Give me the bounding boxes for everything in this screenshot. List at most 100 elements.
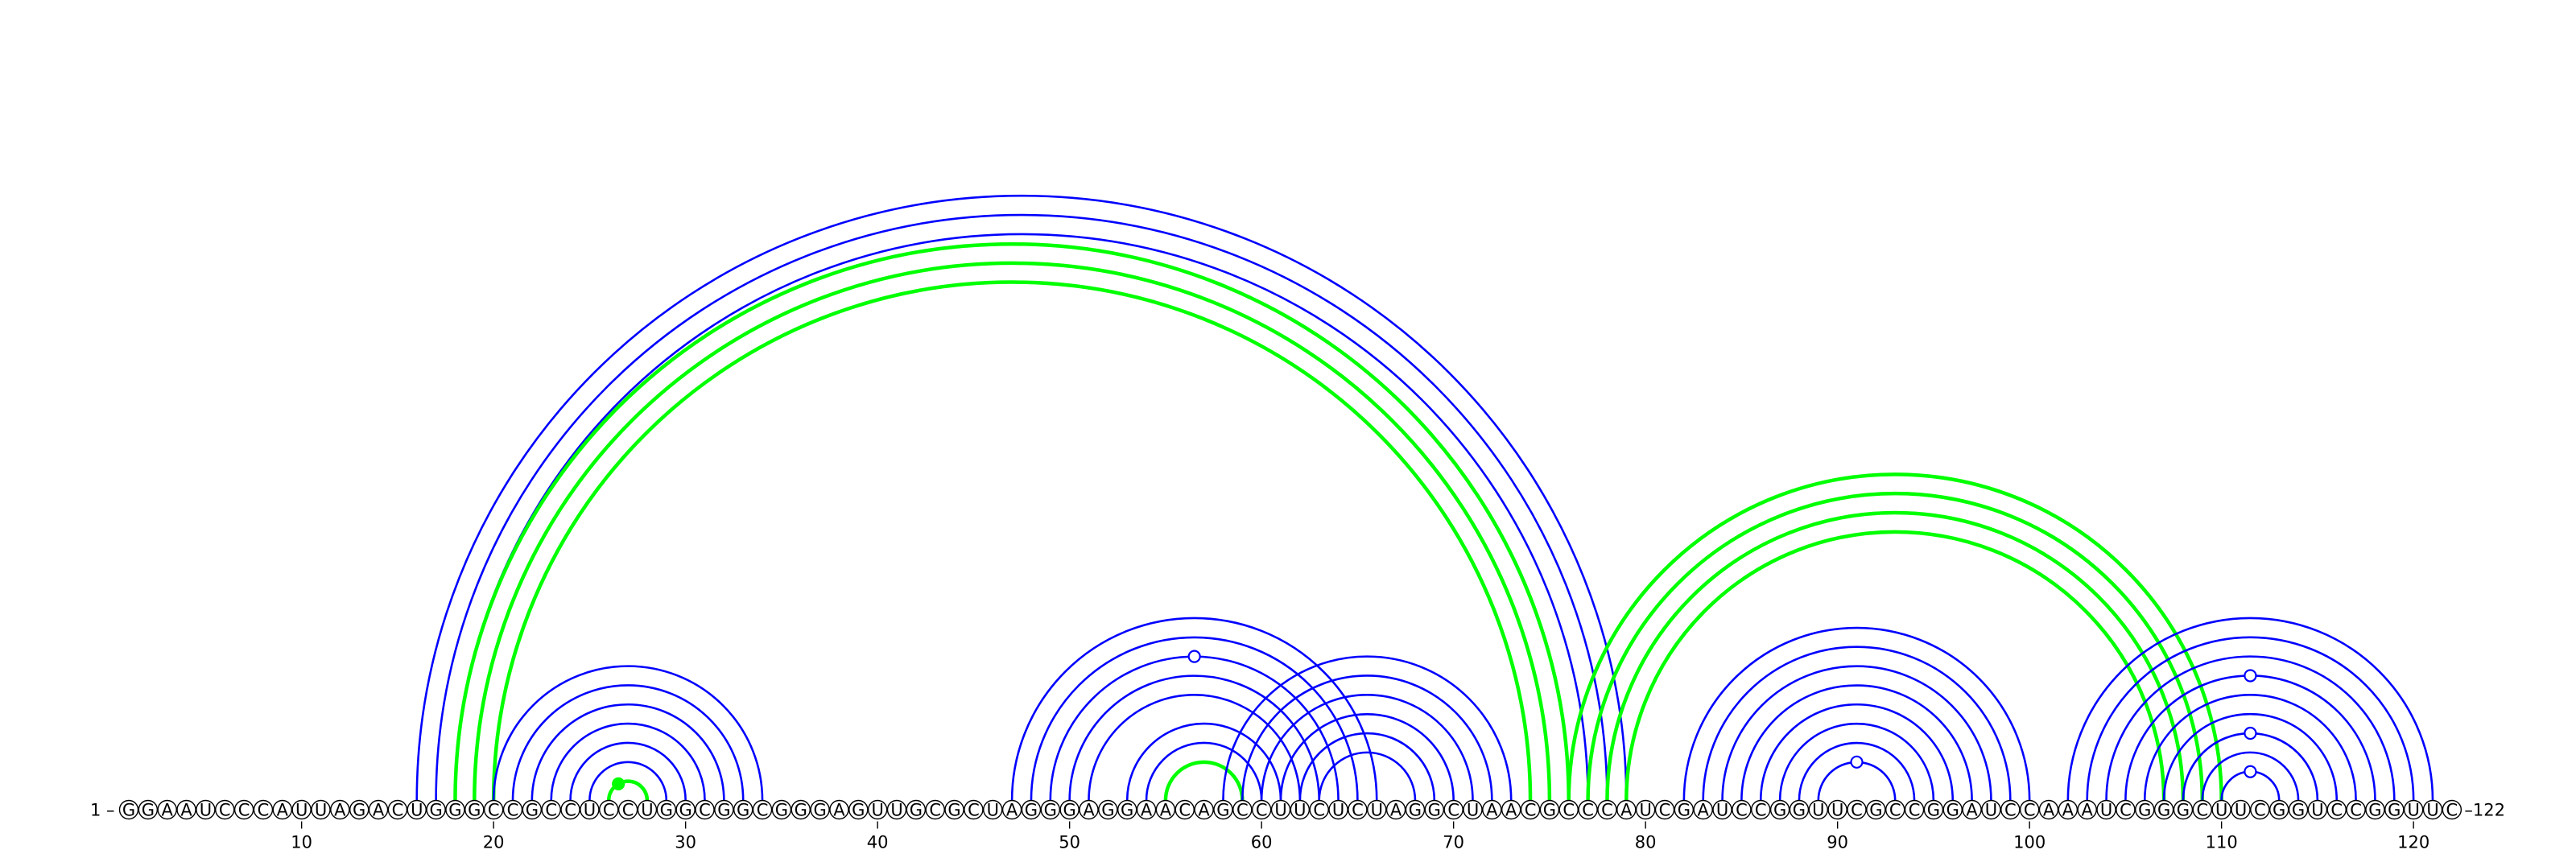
base-pair-arc: [1682, 626, 2031, 801]
base-pair-arc: [2066, 617, 2434, 801]
nucleotide-letter: U: [200, 801, 212, 820]
nucleotide: C: [560, 799, 580, 820]
nucleotide-letter: A: [1620, 801, 1633, 820]
nucleotide: G: [1098, 799, 1118, 820]
base-pair-arc: [1145, 741, 1263, 801]
nucleotide-letter: C: [1736, 801, 1748, 820]
base-pair-arc: [2105, 655, 2396, 801]
nucleotide-letter: G: [910, 801, 923, 820]
arc-markers: [612, 650, 2257, 790]
base-pair-arc: [2143, 694, 2357, 801]
nucleotide: A: [157, 799, 177, 820]
base-pair-arc: [1010, 617, 1378, 801]
nucleotide-letter: C: [699, 801, 711, 820]
nucleotide: G: [445, 799, 465, 820]
nucleotide-letter: C: [2024, 801, 2036, 820]
base-pair-arc: [1318, 751, 1417, 801]
nucleotide-letter: A: [2062, 801, 2074, 820]
nucleotide-letter: U: [890, 801, 902, 820]
nucleotide: U: [1808, 799, 1829, 820]
nucleotide-letter: C: [1525, 801, 1537, 820]
nucleotide-letter: C: [1563, 801, 1575, 820]
base-pair-arc: [454, 233, 1589, 801]
nucleotide-letter: C: [622, 801, 634, 820]
nucleotide: G: [2365, 799, 2385, 820]
nucleotide: U: [291, 799, 312, 820]
nucleotide: G: [1213, 799, 1233, 820]
nucleotide-letter: U: [1371, 801, 1383, 820]
nucleotide: G: [906, 799, 927, 820]
nucleotide-letter: U: [871, 801, 883, 820]
nucleotide-letter: A: [162, 801, 174, 820]
nucleotide: C: [1885, 799, 1905, 820]
base-pair-arc: [453, 241, 1571, 801]
nucleotide-letter: C: [564, 801, 576, 820]
nucleotide: C: [2250, 799, 2270, 820]
nucleotide-letter: U: [987, 801, 999, 820]
nucleotide: C: [1597, 799, 1617, 820]
nucleotide: G: [2173, 799, 2194, 820]
nucleotide-letter: G: [947, 801, 960, 820]
nucleotide-letter: G: [1946, 801, 1959, 820]
nucleotide: U: [2231, 799, 2251, 820]
base-pair-arc: [511, 684, 745, 801]
start-label: 1 –: [90, 801, 115, 820]
nucleotide: U: [637, 799, 658, 820]
nucleotide-letter: C: [219, 801, 231, 820]
nucleotide: U: [1328, 799, 1348, 820]
nucleotide: U: [1712, 799, 1732, 820]
arc-marker: [2244, 669, 2257, 683]
nucleotide: G: [1040, 799, 1061, 820]
nucleotide: C: [2019, 799, 2040, 820]
nucleotide: G: [1021, 799, 1042, 820]
nucleotide-letter: C: [545, 801, 557, 820]
base-pair-arc: [492, 665, 764, 801]
nucleotide: A: [2038, 799, 2059, 820]
nucleotide: A: [272, 799, 292, 820]
end-label: –122: [2464, 801, 2505, 820]
nucleotide: G: [714, 799, 734, 820]
nucleotide-letter: U: [1294, 801, 1306, 820]
nucleotide: U: [2096, 799, 2116, 820]
nucleotide: C: [2116, 799, 2136, 820]
nucleotide-letter: U: [2407, 801, 2419, 820]
nucleotide: G: [1769, 799, 1790, 820]
base-pair-arc: [2162, 712, 2339, 801]
nucleotide-letter: A: [1083, 801, 1095, 820]
nucleotide-letter: C: [392, 801, 404, 820]
base-pair-arc: [550, 722, 706, 801]
tick-label: 120: [2397, 833, 2429, 852]
nucleotide-letter: C: [1909, 801, 1921, 820]
nucleotide-letter: G: [679, 801, 692, 820]
nucleotide: G: [522, 799, 543, 820]
nucleotide: C: [387, 799, 408, 820]
nucleotide-letter: G: [1869, 801, 1882, 820]
nucleotide: C: [233, 799, 254, 820]
nucleotide: G: [675, 799, 696, 820]
nucleotide-letter: U: [1716, 801, 1728, 820]
nucleotide-letter: G: [2292, 801, 2305, 820]
nucleotide: C: [752, 799, 773, 820]
nucleotide-letter: A: [180, 801, 192, 820]
nucleotide: G: [848, 799, 869, 820]
nucleotide-letter: C: [488, 801, 500, 820]
nucleotide-letter: C: [603, 801, 615, 820]
nucleotide-letter: C: [1601, 801, 1613, 820]
nucleotide: U: [886, 799, 907, 820]
nucleotide-letter: C: [1659, 801, 1671, 820]
tick-label: 70: [1443, 833, 1464, 852]
nucleotide: A: [829, 799, 849, 820]
nucleotide-letter: C: [1313, 801, 1325, 820]
nucleotide: A: [1194, 799, 1214, 820]
tick-label: 10: [291, 833, 312, 852]
nucleotide-letter: G: [1543, 801, 1556, 820]
nucleotide-letter: U: [2235, 801, 2247, 820]
nucleotide: G: [118, 799, 139, 820]
nucleotide-letter: A: [1198, 801, 1210, 820]
nucleotide: A: [176, 799, 196, 820]
base-pair-arc: [1567, 472, 2223, 801]
nucleotide-letter: C: [757, 801, 769, 820]
nucleotide-letter: G: [448, 801, 461, 820]
nucleotide-letter: G: [717, 801, 730, 820]
nucleotide: C: [599, 799, 619, 820]
